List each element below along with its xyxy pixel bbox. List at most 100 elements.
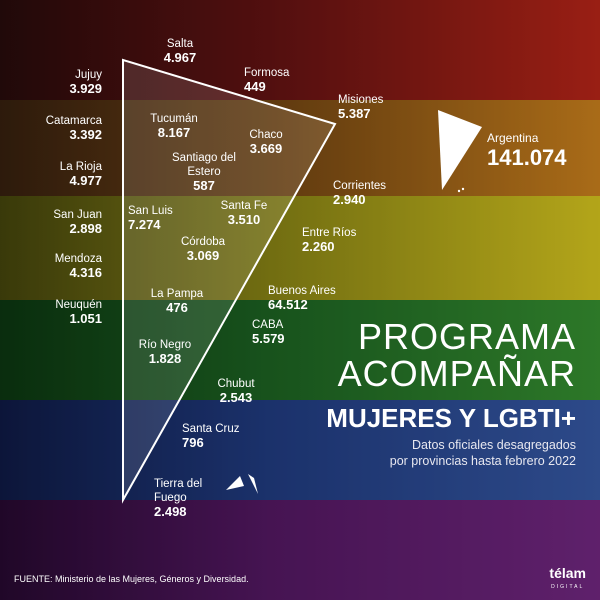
province-value: 3.669 bbox=[249, 141, 283, 156]
province-value: 2.898 bbox=[69, 221, 102, 236]
flag-stripe-yellow bbox=[0, 196, 600, 300]
province-jujuy: Jujuy 3.929 bbox=[40, 68, 102, 96]
flag-stripe-green bbox=[0, 300, 600, 400]
flag-stripe-red bbox=[0, 0, 600, 100]
province-value: 1.051 bbox=[69, 311, 102, 326]
province-chubut: Chubut 2.543 bbox=[206, 377, 266, 405]
flag-stripe-purple bbox=[0, 500, 600, 600]
flag-stripe-orange bbox=[0, 100, 600, 196]
province-name: Jujuy bbox=[75, 69, 102, 81]
province-name: Formosa bbox=[244, 67, 290, 79]
province-value: 449 bbox=[244, 79, 266, 94]
province-value: 4.977 bbox=[69, 173, 102, 188]
tierra-del-fuego-icon bbox=[226, 476, 244, 490]
province-value: 3.510 bbox=[227, 212, 261, 227]
province-value: 3.392 bbox=[69, 127, 102, 142]
province-cordoba: Córdoba 3.069 bbox=[172, 235, 234, 263]
province-name: Mendoza bbox=[54, 253, 102, 265]
province-name: Misiones bbox=[338, 94, 384, 106]
province-santa-cruz: Santa Cruz 796 bbox=[182, 422, 252, 450]
province-value: 64.512 bbox=[268, 297, 308, 312]
province-la-pampa: La Pampa 476 bbox=[144, 287, 210, 315]
province-name: Catamarca bbox=[45, 115, 102, 127]
province-name: CABA bbox=[252, 319, 284, 331]
province-name: Córdoba bbox=[180, 236, 226, 248]
province-salta: Salta 4.967 bbox=[150, 37, 210, 65]
province-value: 476 bbox=[166, 300, 188, 315]
province-san-luis: San Luis 7.274 bbox=[128, 204, 186, 232]
province-name: Chubut bbox=[217, 378, 255, 390]
islands-dot-icon bbox=[461, 187, 465, 191]
province-san-juan: San Juan 2.898 bbox=[36, 208, 102, 236]
islas-malvinas-icon bbox=[248, 474, 258, 494]
province-la-rioja: La Rioja 4.977 bbox=[40, 160, 102, 188]
logo-tag: DIGITAL bbox=[551, 584, 585, 590]
province-tierra-del-fuego: Tierra del Fuego 2.498 bbox=[154, 477, 218, 519]
province-value: 796 bbox=[182, 435, 204, 450]
province-tucuman: Tucumán 8.167 bbox=[142, 112, 206, 140]
province-value: 4.316 bbox=[69, 265, 102, 280]
title-line-1: PROGRAMA bbox=[357, 316, 576, 357]
province-name: Neuquén bbox=[55, 299, 102, 311]
subtitle-line-2: por provincias hasta febrero 2022 bbox=[389, 454, 576, 468]
province-rio-negro: Río Negro 1.828 bbox=[132, 338, 198, 366]
province-name: Tierra del Fuego bbox=[154, 478, 203, 504]
province-name: Salta bbox=[166, 38, 194, 50]
province-corrientes: Corrientes 2.940 bbox=[333, 179, 403, 207]
province-santa-fe: Santa Fe 3.510 bbox=[214, 199, 274, 227]
province-value: 3.929 bbox=[69, 81, 102, 96]
islands-dot-icon bbox=[457, 189, 461, 193]
country-name: Argentina bbox=[487, 131, 539, 145]
country-value: 141.074 bbox=[487, 145, 567, 170]
province-value: 2.260 bbox=[302, 239, 335, 254]
province-catamarca: Catamarca 3.392 bbox=[20, 114, 102, 142]
province-chaco: Chaco 3.669 bbox=[240, 128, 292, 156]
province-value: 8.167 bbox=[157, 125, 191, 140]
subtitle: Datos oficiales desagregados por provinc… bbox=[390, 437, 576, 469]
province-buenos-aires: Buenos Aires 64.512 bbox=[268, 284, 352, 312]
province-name: Entre Ríos bbox=[302, 227, 357, 239]
triangle-map-shape bbox=[122, 58, 337, 504]
province-value: 587 bbox=[193, 178, 215, 193]
province-value: 5.387 bbox=[338, 106, 371, 121]
province-value: 2.940 bbox=[333, 192, 366, 207]
province-name: Río Negro bbox=[138, 339, 192, 351]
province-name: Buenos Aires bbox=[268, 285, 336, 297]
province-santiago-del-estero: Santiago del Estero 587 bbox=[168, 151, 240, 193]
province-value: 1.828 bbox=[148, 351, 182, 366]
province-value: 5.579 bbox=[252, 331, 285, 346]
source-note: FUENTE: Ministerio de las Mujeres, Géner… bbox=[14, 574, 249, 584]
subtitle-line-1: Datos oficiales desagregados bbox=[412, 438, 576, 452]
province-value: 7.274 bbox=[128, 217, 161, 232]
province-name: La Pampa bbox=[150, 288, 204, 300]
province-name: Santiago del Estero bbox=[172, 152, 236, 178]
province-name: San Luis bbox=[128, 205, 173, 217]
province-name: Chaco bbox=[249, 129, 283, 141]
country-total: Argentina 141.074 bbox=[487, 131, 567, 171]
province-caba: CABA 5.579 bbox=[252, 318, 302, 346]
argentina-mini-map-icon bbox=[438, 110, 482, 190]
province-name: San Juan bbox=[53, 209, 102, 221]
province-formosa: Formosa 449 bbox=[244, 66, 304, 94]
province-name: La Rioja bbox=[59, 161, 102, 173]
telam-logo: télam DIGITAL bbox=[549, 566, 586, 594]
province-value: 4.967 bbox=[163, 50, 197, 65]
province-mendoza: Mendoza 4.316 bbox=[36, 252, 102, 280]
title-line-3: MUJERES Y LGBTI+ bbox=[326, 403, 576, 433]
province-value: 2.498 bbox=[154, 504, 187, 519]
province-name: Santa Cruz bbox=[182, 423, 240, 435]
province-misiones: Misiones 5.387 bbox=[338, 93, 398, 121]
province-name: Santa Fe bbox=[220, 200, 268, 212]
flag-stripe-blue bbox=[0, 400, 600, 500]
title-line-2: ACOMPAÑAR bbox=[337, 353, 576, 394]
province-entre-rios: Entre Ríos 2.260 bbox=[302, 226, 372, 254]
province-name: Corrientes bbox=[333, 180, 387, 192]
province-neuquen: Neuquén 1.051 bbox=[36, 298, 102, 326]
logo-name: télam bbox=[549, 565, 586, 581]
province-value: 2.543 bbox=[219, 390, 253, 405]
province-value: 3.069 bbox=[186, 248, 220, 263]
province-name: Tucumán bbox=[150, 113, 198, 125]
